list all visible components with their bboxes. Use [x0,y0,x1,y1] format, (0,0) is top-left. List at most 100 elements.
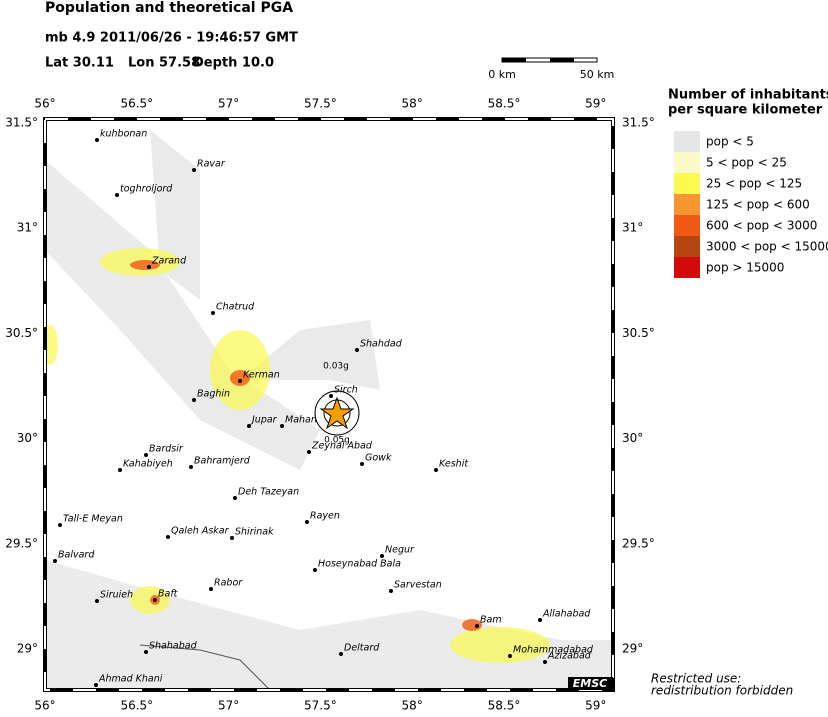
city-label: Baft [158,589,179,600]
lon-label: 56.5° [120,699,153,713]
city-label: Deltard [344,643,380,654]
cities: kuhbonan Ravar toghroljord Zarand Chatrud Ker… [53,129,594,687]
city-label: Qaleh Askar [171,526,230,537]
city-dot [389,589,393,593]
lat-label: 29° [17,642,38,656]
lon-label: 58° [402,699,423,713]
axis-labels: 56° 56° 56.5° 56.5° 57° 57° 57.5° 57.5° 58° 58° 58… [5,97,654,713]
city-dot [305,520,309,524]
scale-bar: 0 km 50 km [488,57,615,81]
city-label: Deh Tazeyan [238,487,299,498]
city-label: Jupar [250,415,278,426]
city-dot [380,554,384,558]
border [139,644,271,690]
city-dot [95,138,99,142]
lat-label: 31° [622,221,643,235]
city-dot [147,265,151,269]
legend-label: pop < 5 [706,135,754,149]
city-dot [233,496,237,500]
city-label: Zarand [151,256,187,267]
city-dot [434,468,438,472]
city-label: Shirinak [235,527,274,538]
lon-label: 59° [585,97,606,111]
pop-area [130,260,160,270]
pga-contour [314,390,360,436]
city-label: Mahan [285,415,317,426]
city-label: Ravar [197,159,226,170]
lon-label: 59° [585,699,606,713]
pop-area [450,627,550,663]
legend-swatch [674,131,700,152]
city-label: Gowk [365,453,392,464]
lat-label: 29° [622,642,643,656]
city-label: Shahabad [149,641,198,652]
city-dot [94,683,98,687]
city-label: Sarvestan [394,580,442,591]
lon: Lon 57.58 [128,56,200,71]
city-label: Sirch [334,385,358,396]
scale-bar-segment [502,58,526,62]
legend-title: Number of inhabitants [668,88,828,103]
city-dot [538,618,542,622]
city-dot [144,453,148,457]
city-dot [144,650,148,654]
city-dot [247,424,251,428]
city-dot [118,468,122,472]
city-label: Kerman [243,370,280,381]
city-label: Tall-E Meyan [63,514,123,525]
lat-label: 30° [622,431,643,445]
legend-swatch [674,152,700,173]
lon-label: 58° [402,97,423,111]
legend-label: 3000 < pop < 15000 [706,240,828,254]
footer-text: Restricted use: [651,672,741,686]
city-dot [209,587,213,591]
city-label: Chatrud [216,302,255,313]
city-dot [329,394,333,398]
city-label: Siruieh [100,590,133,601]
legend-swatch [674,194,700,215]
event-info: mb 4.9 2011/06/26 - 19:46:57 GMT [45,31,298,46]
lat-label: 29.5° [622,536,655,550]
city-dot [508,654,512,658]
city-label: Allahabad [542,609,591,620]
city-label: Negur [385,545,415,556]
scale-start: 0 km [488,68,516,81]
lon-label: 57.5° [304,699,337,713]
city-dot [58,523,62,527]
city-label: Rayen [310,511,340,522]
city-label: toghroljord [120,184,173,195]
pga-label: 0.05g [324,436,350,446]
city-dot [355,348,359,352]
city-label: Ahmad Khani [98,674,163,685]
city-dot [307,450,311,454]
lat-label: 30.5° [5,326,38,340]
city-dot [153,598,157,602]
city-dot [95,599,99,603]
depth: Depth 10.0 [193,56,274,71]
city-dot [360,462,364,466]
legend-label: 600 < pop < 3000 [706,219,817,233]
city-label: Mohammadabad [513,645,594,656]
pop-area [240,320,380,390]
city-dot [238,379,242,383]
logo: EMSC [573,677,607,690]
pop-area [462,619,482,631]
pop-area [230,370,250,386]
city-label: Bam [480,615,502,626]
map-layer [45,130,613,690]
city-dot [192,398,196,402]
city-label: Balvard [58,550,95,561]
scale-end: 50 km [580,68,615,81]
lon-label: 57° [218,97,239,111]
lat-label: 29.5° [5,536,38,550]
legend-label: 125 < pop < 600 [706,198,810,212]
city-label: Bahramjerd [194,456,251,467]
epicenter: 0.03g 0.05g [314,362,360,446]
lon-label: 58.5° [488,699,521,713]
city-dot [53,559,57,563]
city-dot [166,535,170,539]
city-dot [211,311,215,315]
lat-label: 31° [17,221,38,235]
legend-label: pop > 15000 [706,261,784,275]
city-label: Shahdad [360,339,403,350]
